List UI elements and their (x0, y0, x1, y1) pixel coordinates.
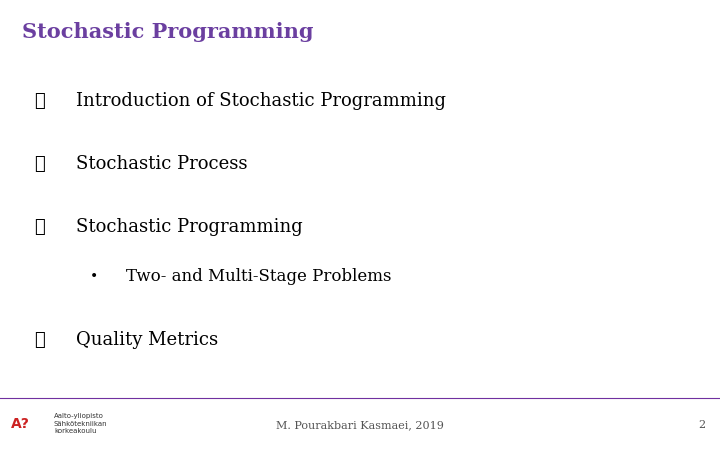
Text: Stochastic Process: Stochastic Process (76, 155, 247, 173)
Text: ✓: ✓ (35, 218, 45, 236)
Text: Quality Metrics: Quality Metrics (76, 331, 217, 349)
Text: ✓: ✓ (35, 155, 45, 173)
Text: ✓: ✓ (35, 92, 45, 110)
Text: A?: A? (11, 417, 30, 431)
Text: Stochastic Programming: Stochastic Programming (22, 22, 313, 42)
Text: Introduction of Stochastic Programming: Introduction of Stochastic Programming (76, 92, 446, 110)
Text: Stochastic Programming: Stochastic Programming (76, 218, 302, 236)
Text: ✓: ✓ (35, 331, 45, 349)
Text: 2: 2 (698, 420, 706, 430)
Text: M. Pourakbari Kasmaei, 2019: M. Pourakbari Kasmaei, 2019 (276, 420, 444, 430)
Text: •: • (89, 270, 98, 284)
Text: Two- and Multi-Stage Problems: Two- and Multi-Stage Problems (126, 268, 392, 285)
Text: Aalto-yliopisto
Sähkötekniikan
korkeakoulu: Aalto-yliopisto Sähkötekniikan korkeakou… (54, 414, 107, 434)
